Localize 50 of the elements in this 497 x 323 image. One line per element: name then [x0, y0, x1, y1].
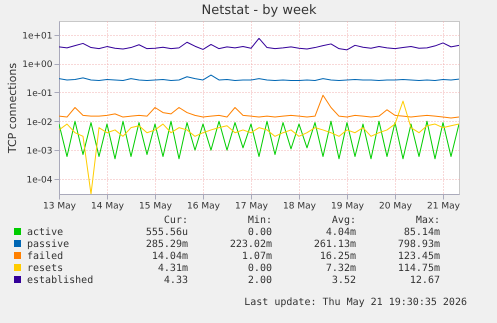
text: 2.00 [246, 275, 273, 287]
y-tick-label: 1e-01 [26, 88, 52, 99]
line-series [59, 94, 459, 118]
legend-label: active [26, 227, 64, 239]
text: Cur: [162, 215, 189, 227]
legend-label: failed [26, 251, 64, 263]
text: 261.13m [312, 239, 357, 251]
x-tick-label: 16 May [187, 202, 221, 212]
legend-label: passive [26, 239, 70, 251]
text: 4.33 [162, 275, 189, 287]
y-tick-label: 1e-03 [26, 146, 52, 157]
text: 3.52 [330, 275, 357, 287]
chart-title: Netstat - by week [202, 3, 317, 18]
text: 798.93m [396, 239, 441, 251]
x-tick-label: 15 May [139, 202, 173, 212]
text: 85.14m [402, 227, 441, 239]
x-tick-label: 20 May [379, 202, 413, 212]
text: 123.45m [396, 251, 441, 263]
text: 285.29m [144, 239, 189, 251]
y-tick-label: 1e-02 [26, 118, 52, 128]
y-tick-label: 1e+01 [22, 31, 52, 42]
text: 16.25m [318, 251, 357, 263]
x-tick-label: 21 May [427, 202, 461, 212]
text: Avg: [330, 215, 357, 227]
text: 12.67 [408, 275, 441, 287]
text: 223.02m [228, 239, 273, 251]
text: 555.56u [144, 227, 189, 239]
text: Min: [246, 215, 273, 227]
y-tick-label: 1e+00 [22, 60, 53, 70]
text: 4.04m [324, 227, 357, 239]
text: 7.32m [324, 263, 357, 275]
legend-label: resets [26, 263, 64, 275]
y-axis-title: TCP connections [6, 62, 20, 154]
x-tick-label: 19 May [331, 202, 365, 212]
text: 114.75m [396, 263, 441, 275]
text: 14.04m [150, 251, 189, 263]
line-series [59, 120, 459, 160]
y-tick-label: 1e-04 [26, 175, 53, 186]
x-tick-label: 13 May [43, 202, 77, 212]
text: Max: [414, 215, 441, 227]
x-tick-label: 18 May [283, 202, 317, 212]
x-tick-label: 14 May [91, 202, 125, 212]
legend-label: established [26, 275, 94, 287]
x-tick-label: 17 May [235, 202, 269, 212]
text: Last update: Thu May 21 19:30:35 2026 [244, 297, 467, 308]
text: 1.07m [240, 251, 273, 263]
text: 0.00 [246, 227, 273, 239]
text: 0.00 [246, 263, 273, 275]
text: 4.31m [156, 263, 189, 275]
line-series [59, 38, 459, 50]
